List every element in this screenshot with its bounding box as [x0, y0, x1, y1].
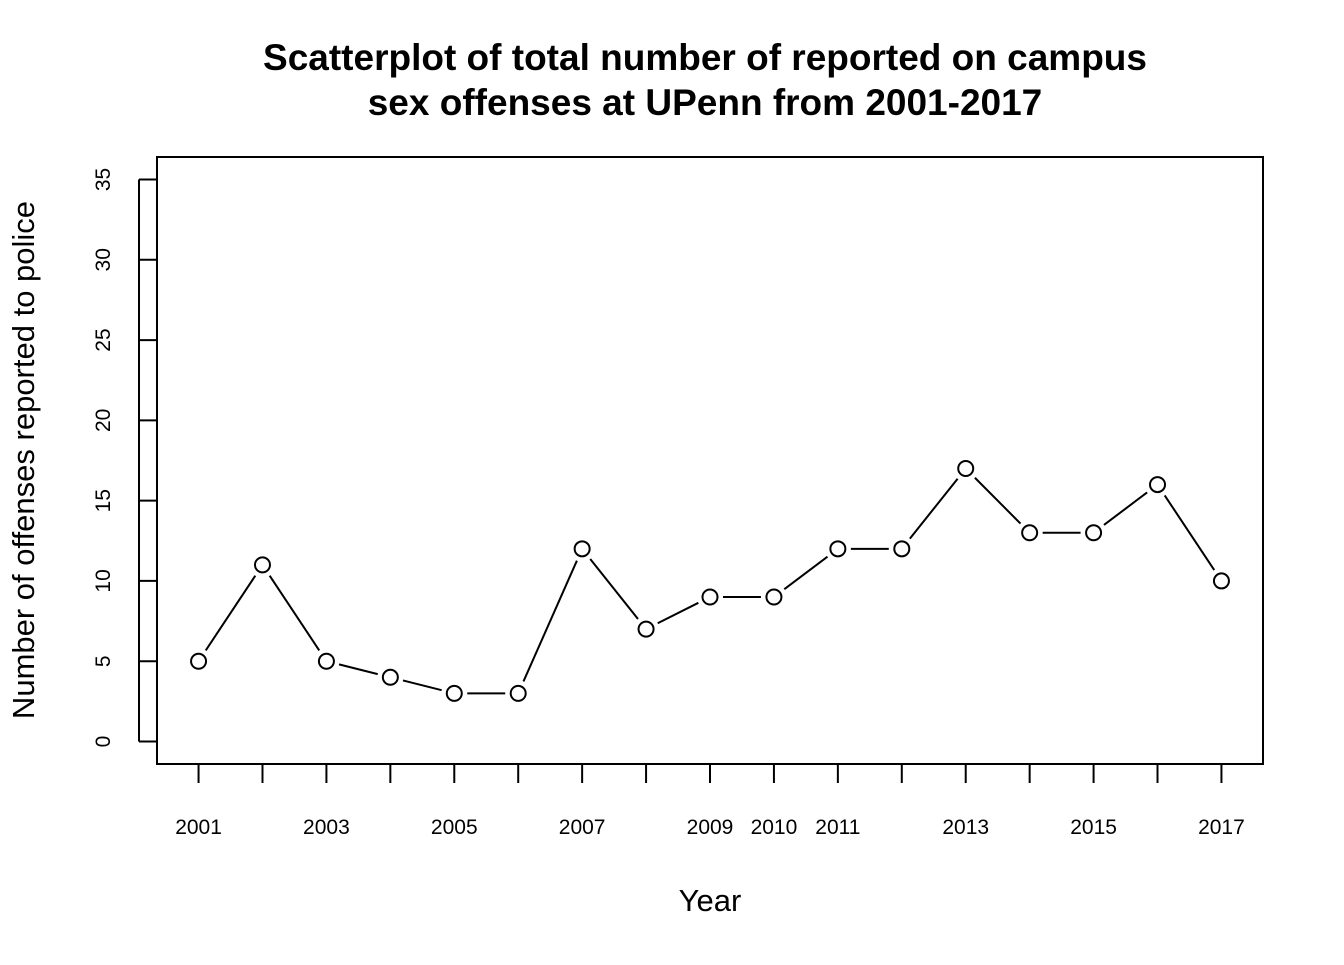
x-tick-label: 2011	[815, 816, 860, 839]
data-point	[637, 620, 655, 638]
plot-frame	[156, 156, 1264, 765]
x-tick-label: 2017	[1198, 816, 1245, 839]
series-line-segment	[402, 679, 442, 692]
y-tick-label: 35	[92, 168, 115, 191]
data-point	[701, 588, 719, 606]
x-tick-label: 2003	[303, 816, 350, 839]
x-tick-label: 2007	[559, 816, 606, 839]
chart-title-line-2: sex offenses at UPenn from 2001-2017	[368, 82, 1043, 123]
y-tick-label: 10	[92, 569, 115, 592]
x-tick-label: 2009	[687, 816, 734, 839]
series-line-segment	[974, 477, 1022, 525]
x-tick-label: 2010	[751, 816, 798, 839]
series-line-segment	[909, 478, 959, 540]
data-point	[445, 684, 463, 702]
data-point	[509, 684, 527, 702]
series-line-segment	[783, 555, 829, 590]
y-tick-label: 0	[92, 736, 115, 748]
data-point	[1085, 524, 1103, 542]
data-point	[253, 556, 271, 574]
x-tick-label: 2001	[175, 816, 222, 839]
series-line-segment	[268, 575, 321, 651]
series-line-segment	[522, 560, 578, 682]
data-point	[573, 540, 591, 558]
y-tick-label: 5	[92, 655, 115, 667]
y-tick-label: 30	[92, 248, 115, 271]
x-tick-label: 2015	[1070, 816, 1117, 839]
data-point	[317, 652, 335, 670]
chart-title-line-1: Scatterplot of total number of reported …	[263, 37, 1147, 78]
y-axis: 0 5 10 15 20 25 30 35	[92, 168, 157, 748]
series-line-segment	[657, 601, 699, 625]
x-axis: 2001 2003 2005 2007 2009 2010 2011 2013 2015 2017	[175, 763, 1245, 839]
data-point	[829, 540, 847, 558]
x-tick-label: 2005	[431, 816, 478, 839]
y-tick-label: 25	[92, 328, 115, 351]
data-point	[1149, 476, 1167, 494]
series-line-segment	[1163, 494, 1216, 571]
series-line-segment	[1103, 491, 1148, 526]
data-point	[190, 652, 208, 670]
y-axis-title: Number of offenses reported to police	[6, 201, 41, 719]
data-series	[190, 460, 1230, 702]
x-tick-label: 2013	[942, 816, 989, 839]
y-tick-label: 15	[92, 489, 115, 512]
series-line-segment	[204, 575, 257, 651]
data-point	[957, 460, 975, 478]
series-line-segment	[589, 558, 639, 620]
data-point	[381, 668, 399, 686]
data-point	[1212, 572, 1230, 590]
data-point	[1021, 524, 1039, 542]
y-tick-label: 20	[92, 409, 115, 432]
data-point	[893, 540, 911, 558]
data-point	[765, 588, 783, 606]
x-axis-title: Year	[679, 883, 742, 918]
series-line-segment	[338, 663, 378, 676]
